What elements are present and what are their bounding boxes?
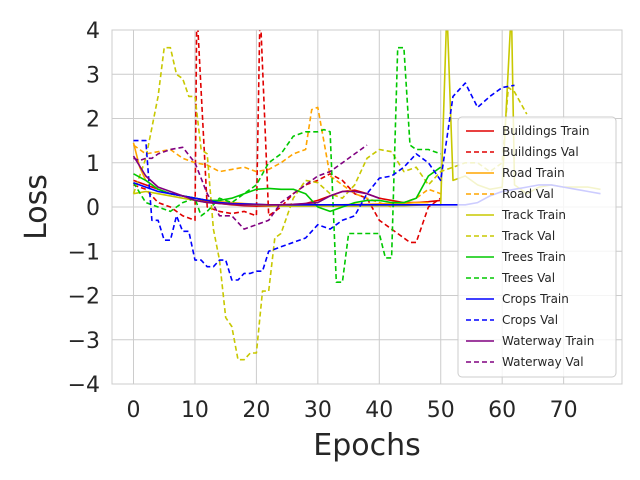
y-tick-label: 1 bbox=[86, 152, 100, 177]
y-tick-label: 3 bbox=[86, 63, 100, 88]
legend-label: Track Train bbox=[501, 208, 566, 222]
y-tick-label: −2 bbox=[68, 285, 100, 310]
legend-box bbox=[457, 116, 617, 378]
x-tick-label: 0 bbox=[127, 398, 141, 423]
series-line-trees-val bbox=[132, 46, 441, 284]
x-tick-label: 50 bbox=[427, 398, 455, 423]
legend-label: Waterway Train bbox=[502, 334, 594, 348]
legend-label: Track Val bbox=[501, 229, 555, 243]
y-tick-label: 0 bbox=[86, 196, 100, 221]
legend-label: Crops Train bbox=[502, 292, 569, 306]
legend-label: Crops Val bbox=[502, 313, 558, 327]
y-tick-label: −4 bbox=[68, 373, 100, 398]
y-tick-label: −3 bbox=[68, 329, 100, 354]
legend-label: Trees Val bbox=[501, 271, 555, 285]
legend-label: Trees Train bbox=[501, 250, 566, 264]
plot-frame bbox=[111, 29, 623, 385]
x-tick-label: 30 bbox=[304, 398, 332, 423]
x-tick-label: 10 bbox=[181, 398, 209, 423]
legend-label: Road Train bbox=[502, 166, 565, 180]
x-tick-label: 70 bbox=[550, 398, 578, 423]
series-line-waterway-val bbox=[133, 144, 368, 230]
x-tick-label: 60 bbox=[488, 398, 516, 423]
y-tick-label: 4 bbox=[86, 19, 100, 44]
x-axis-label: Epochs bbox=[313, 428, 421, 463]
series-line-buildings-val bbox=[133, 30, 442, 244]
legend-label: Waterway Val bbox=[502, 355, 584, 369]
y-axis-label: Loss bbox=[19, 174, 54, 240]
legend-label: Buildings Val bbox=[502, 145, 579, 159]
y-tick-label: 2 bbox=[86, 108, 100, 133]
y-tick-label: −1 bbox=[68, 240, 100, 265]
tick-labels: 0 10 20 30 40 50 60 70 −4 −3 −2 −1 0 1 2 3 4 bbox=[68, 19, 578, 423]
series-line-waterway-train bbox=[132, 155, 380, 206]
series-line-track-val bbox=[132, 46, 528, 361]
legend-label: Buildings Train bbox=[502, 124, 590, 138]
legend: Buildings Train Buildings Val Road Train Ro… bbox=[457, 116, 617, 378]
x-tick-label: 40 bbox=[365, 398, 393, 423]
legend-label: Road Val bbox=[502, 187, 554, 201]
series-lines bbox=[132, 30, 601, 361]
x-tick-label: 20 bbox=[242, 398, 270, 423]
